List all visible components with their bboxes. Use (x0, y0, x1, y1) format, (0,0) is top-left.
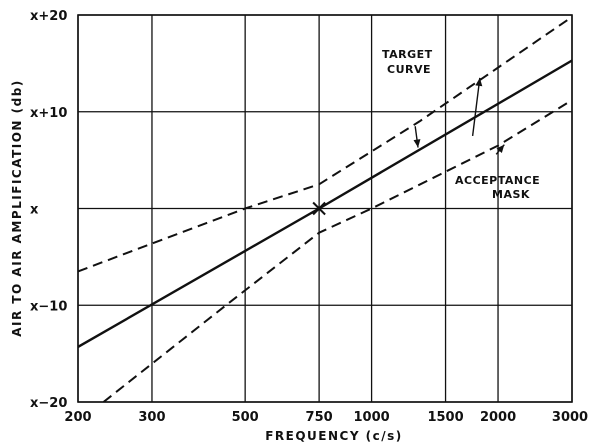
x-tick-label: 2000 (480, 410, 516, 425)
annotation-acceptance-mask-line1: ACCEPTANCE (455, 174, 540, 187)
y-axis-label: AIR TO AIR AMPLIFICATION (db) (10, 79, 24, 337)
annotation-arrow-1-head (475, 77, 483, 87)
annotation-target-curve-line1: TARGET (382, 48, 433, 61)
annotation-arrow-1 (471, 77, 481, 137)
annotation-target-curve-line2: CURVE (387, 63, 431, 76)
grid-lines (77, 14, 573, 403)
y-tick-label: x−10 (30, 299, 67, 314)
x-tick-label: 500 (232, 410, 259, 425)
x-tick-label: 1000 (353, 410, 389, 425)
x-axis-label: FREQUENCY (c/s) (265, 429, 403, 443)
x-tick-label: 300 (138, 410, 165, 425)
y-tick-label: x+20 (30, 9, 67, 24)
y-tick-label: x−20 (30, 396, 67, 411)
x-tick-label: 3000 (552, 410, 588, 425)
x-tick-label: 1500 (427, 410, 463, 425)
reference-marker (312, 201, 326, 216)
annotation-acceptance-mask-line2: MASK (492, 188, 530, 201)
tick-labels: 200 300 500 750 1000 1500 2000 3000 x+20 x+10 x x−1… (30, 9, 588, 425)
annotation-arrow-1b-head (496, 144, 505, 154)
x-tick-label: 200 (64, 410, 91, 425)
series-lines (78, 16, 572, 402)
x-tick-label: 750 (306, 410, 333, 425)
annotations: TARGET CURVE ACCEPTANCE MASK (382, 48, 540, 201)
y-tick-label: x+10 (30, 106, 67, 121)
plot-frame (77, 14, 573, 403)
y-tick-label: x (30, 203, 39, 218)
annotation-arrow-0-head (413, 139, 421, 148)
acceptance-mask-line-1 (78, 16, 572, 273)
acceptance-mask-line-2 (102, 99, 572, 402)
